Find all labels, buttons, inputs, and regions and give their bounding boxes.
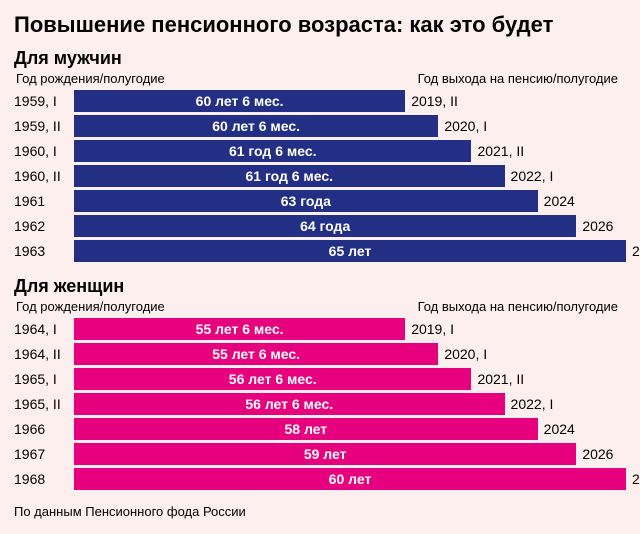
bar-row: 1961 63 года 2024 [14,190,626,212]
bar-label: 56 лет 6 мес. [229,371,317,387]
birth-year-label: 1964, I [14,321,74,337]
birth-year-label: 1960, I [14,143,74,159]
bar-label: 64 года [300,218,350,234]
birth-year-label: 1962 [14,218,74,234]
bar-label: 65 лет [329,243,372,259]
age-bar: 55 лет 6 мес. [74,343,438,365]
birth-year-label: 1965, II [14,396,74,412]
footer-source: По данным Пенсионного фода России [14,504,626,519]
birth-year-label: 1960, II [14,168,74,184]
bar-track: 55 лет 6 мес. 2019, I [74,318,626,340]
bar-row: 1965, I 56 лет 6 мес. 2021, II [14,368,626,390]
bar-label: 56 лет 6 мес. [245,396,333,412]
birth-year-label: 1959, I [14,93,74,109]
right-col-header: Год выхода на пенсию/полугодие [418,71,618,86]
age-bar: 60 лет 6 мес. [74,115,438,137]
age-bar: 61 год 6 мес. [74,165,505,187]
bar-row: 1962 64 года 2026 [14,215,626,237]
bar-row: 1964, II 55 лет 6 мес. 2020, I [14,343,626,365]
bar-label: 55 лет 6 мес. [196,321,284,337]
section-women-header: Год рождения/полугодие Год выхода на пен… [14,299,626,314]
retirement-year-label: 2021, II [471,368,524,390]
birth-year-label: 1968 [14,471,74,487]
bar-label: 60 лет 6 мес. [196,93,284,109]
section-men: Для мужчин Год рождения/полугодие Год вы… [14,48,626,262]
page-title: Повышение пенсионного возраста: как это … [14,12,626,38]
bar-label: 61 год 6 мес. [229,143,317,159]
age-bar: 58 лет [74,418,538,440]
birth-year-label: 1964, II [14,346,74,362]
retirement-year-label: 2024 [538,190,575,212]
birth-year-label: 1965, I [14,371,74,387]
bar-label: 61 год 6 мес. [245,168,333,184]
section-men-header: Год рождения/полугодие Год выхода на пен… [14,71,626,86]
bar-label: 60 лет 6 мес. [212,118,300,134]
birth-year-label: 1966 [14,421,74,437]
left-col-header: Год рождения/полугодие [16,71,165,86]
bar-row: 196860 лет2028 [14,468,626,490]
bar-row: 1959, II 60 лет 6 мес. 2020, I [14,115,626,137]
section-women-title: Для женщин [14,276,626,297]
bar-track: 56 лет 6 мес. 2022, I [74,393,626,415]
bar-track: 60 лет 6 мес. 2020, I [74,115,626,137]
age-bar: 60 лет [74,468,626,490]
age-bar: 60 лет 6 мес. [74,90,405,112]
bar-track: 65 лет2028 [74,240,626,262]
bar-track: 59 лет 2026 [74,443,626,465]
bar-label: 58 лет [285,421,328,437]
bar-label: 59 лет [304,446,347,462]
age-bar: 61 год 6 мес. [74,140,471,162]
bar-track: 61 год 6 мес. 2022, I [74,165,626,187]
retirement-year-label: 2022, I [505,393,554,415]
right-col-header: Год выхода на пенсию/полугодие [418,299,618,314]
bar-row: 1964, I 55 лет 6 мес. 2019, I [14,318,626,340]
age-bar: 59 лет [74,443,576,465]
birth-year-label: 1959, II [14,118,74,134]
bar-label: 55 лет 6 мес. [212,346,300,362]
bar-track: 56 лет 6 мес. 2021, II [74,368,626,390]
section-women: Для женщин Год рождения/полугодие Год вы… [14,276,626,490]
retirement-year-label: 2024 [538,418,575,440]
bar-label: 63 года [281,193,331,209]
retirement-year-label: 2021, II [471,140,524,162]
bar-row: 1967 59 лет 2026 [14,443,626,465]
page: Повышение пенсионного возраста: как это … [0,0,640,534]
bar-row: 1966 58 лет 2024 [14,418,626,440]
bar-track: 60 лет 6 мес. 2019, II [74,90,626,112]
retirement-year-label: 2019, I [405,318,454,340]
bar-label: 60 лет [329,471,372,487]
age-bar: 56 лет 6 мес. [74,393,505,415]
age-bar: 56 лет 6 мес. [74,368,471,390]
section-men-title: Для мужчин [14,48,626,69]
bar-row: 196365 лет2028 [14,240,626,262]
birth-year-label: 1961 [14,193,74,209]
left-col-header: Год рождения/полугодие [16,299,165,314]
retirement-year-label: 2020, I [438,115,487,137]
age-bar: 65 лет [74,240,626,262]
women-chart: 1964, I55 лет 6 мес.2019, I1964, II55 ле… [14,318,626,490]
bar-track: 63 года 2024 [74,190,626,212]
retirement-year-label: 2026 [576,443,613,465]
bar-row: 1959, I 60 лет 6 мес. 2019, II [14,90,626,112]
retirement-year-label: 2026 [576,215,613,237]
bar-track: 55 лет 6 мес. 2020, I [74,343,626,365]
age-bar: 63 года [74,190,538,212]
retirement-year-label: 2028 [626,468,640,490]
age-bar: 55 лет 6 мес. [74,318,405,340]
retirement-year-label: 2019, II [405,90,458,112]
retirement-year-label: 2022, I [505,165,554,187]
birth-year-label: 1967 [14,446,74,462]
age-bar: 64 года [74,215,576,237]
bar-track: 58 лет 2024 [74,418,626,440]
bar-row: 1965, II 56 лет 6 мес. 2022, I [14,393,626,415]
bar-track: 61 год 6 мес. 2021, II [74,140,626,162]
bar-row: 1960, II 61 год 6 мес. 2022, I [14,165,626,187]
men-chart: 1959, I60 лет 6 мес.2019, II1959, II60 л… [14,90,626,262]
retirement-year-label: 2020, I [438,343,487,365]
birth-year-label: 1963 [14,243,74,259]
bar-row: 1960, I 61 год 6 мес. 2021, II [14,140,626,162]
bar-track: 60 лет2028 [74,468,626,490]
bar-track: 64 года 2026 [74,215,626,237]
retirement-year-label: 2028 [626,240,640,262]
